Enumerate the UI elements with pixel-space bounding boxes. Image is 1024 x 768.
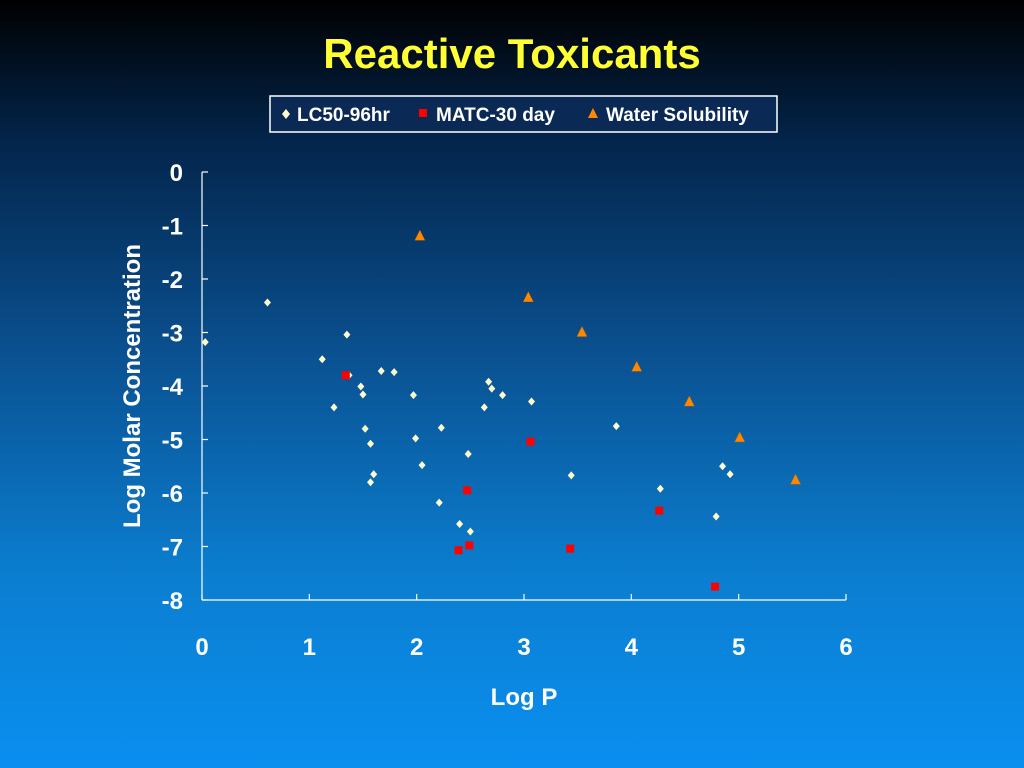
x-tick-label: 0 [195,634,208,661]
y-tick-label: -2 [162,267,183,294]
lc50-point [567,471,575,480]
matc-point [711,582,720,591]
lc50-point [437,423,445,432]
axis-ticks: 0 1 2 3 4 5 6 0 -1 -2 -3 -4 -5 -6 -7 -8 [162,160,853,661]
lc50-point [418,461,426,470]
legend-square-icon [419,109,427,117]
x-tick-label: 1 [303,634,316,661]
lc50-point [343,330,351,339]
x-tick-label: 4 [625,634,639,661]
matc-point [526,437,535,446]
lc50-point [488,384,496,393]
slide-title: Reactive Toxicants [323,30,701,77]
y-tick-label: -1 [162,214,183,241]
lc50-point [377,367,385,376]
lc50-point [318,355,326,364]
water-solubility-point [522,291,534,302]
lc50-point [330,403,338,412]
lc50-point [466,527,474,536]
lc50-point [361,424,369,433]
y-tick-label: -5 [162,428,183,455]
lc50-point [201,338,209,347]
lc50-point [409,391,417,400]
water-solubility-point [576,325,588,337]
water-solubility-point [631,360,643,372]
water-solubility-point [683,395,695,407]
matc-point [566,544,575,553]
lc50-point [719,462,727,471]
matc-point [655,506,664,515]
lc50-point [480,403,488,412]
lc50-point [412,434,420,443]
lc50-point [456,520,464,529]
lc50-point [367,439,375,448]
lc50-point [435,498,443,507]
legend-triangle-icon [588,108,598,118]
lc50-point [712,512,720,521]
legend-label-matc: MATC-30 day [436,105,555,126]
y-tick-label: -4 [162,374,184,401]
y-tick-label: 0 [170,160,183,187]
y-tick-label: -3 [162,321,183,348]
lc50-point [528,397,536,406]
y-tick-label: -7 [162,535,183,562]
lc50-point [359,390,367,399]
legend-label-water-solubility: Water Solubility [606,105,749,126]
lc50-point [726,470,734,479]
lc50-point [612,422,620,431]
matc-point [463,486,472,495]
y-tick-label: -8 [162,588,183,615]
lc50-point [499,391,507,400]
water-solubility-point [790,473,801,485]
water-solubility-point [414,229,426,241]
lc50-point [370,470,378,479]
matc-point [341,371,350,380]
chart-legend: LC50-96hr MATC-30 day Water Solubility [269,95,778,133]
lc50-point [485,377,493,386]
lc50-point [390,368,398,377]
x-axis-title: Log P [491,684,558,711]
matc-point [454,546,463,555]
x-tick-label: 3 [517,634,530,661]
lc50-point [263,298,271,307]
legend-label-lc50: LC50-96hr [297,105,391,126]
water-solubility-point [734,431,746,443]
lc50-point [464,449,472,458]
lc50-point [367,478,375,487]
y-axis-title: Log Molar Concentration [119,244,146,528]
chart-axes [201,172,846,601]
y-tick-label: -6 [162,481,183,508]
x-tick-label: 5 [732,634,745,661]
x-tick-label: 6 [839,634,852,661]
x-tick-label: 2 [410,634,423,661]
data-points [201,229,801,591]
legend-diamond-icon [282,109,290,119]
lc50-point [357,382,365,391]
matc-point [465,541,474,550]
legend-box [269,95,778,133]
lc50-point [656,484,664,493]
